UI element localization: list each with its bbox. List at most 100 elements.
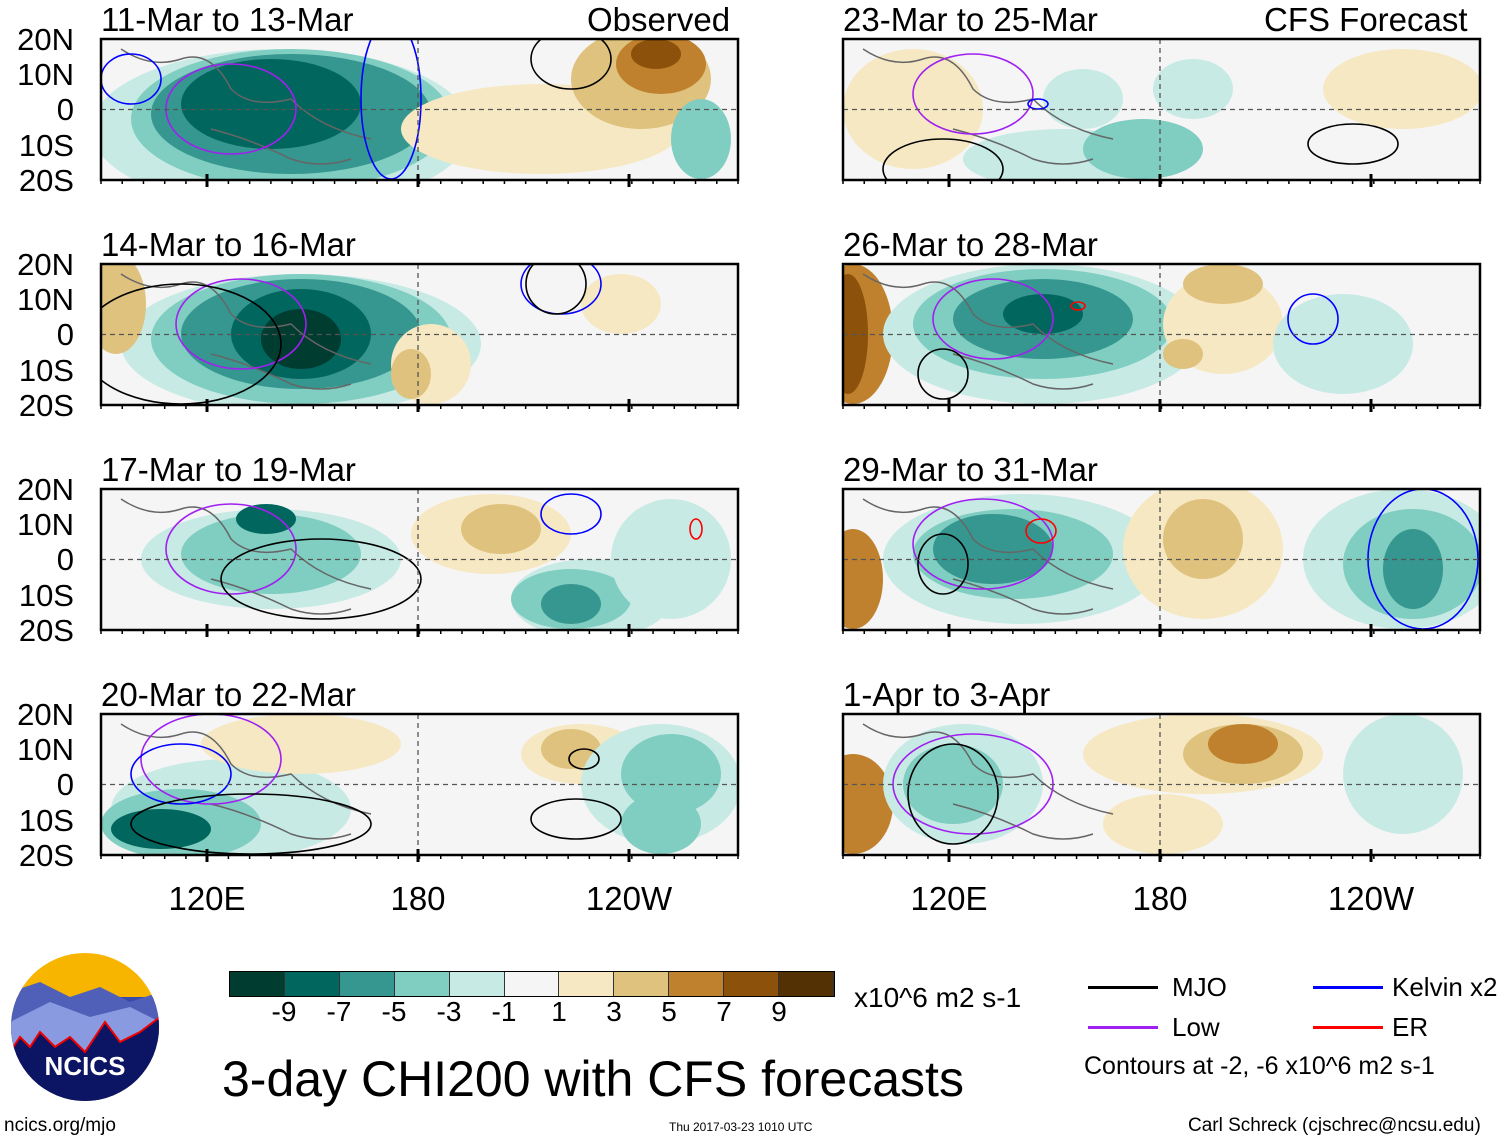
coastline xyxy=(120,273,372,390)
contour-line xyxy=(130,743,232,805)
lon-label-right-120e: 120E xyxy=(910,880,988,917)
lat-label: 20N xyxy=(17,247,74,282)
anomaly-region xyxy=(933,514,1053,584)
lon-label-left-120e: 120E xyxy=(168,880,246,917)
colorbar-label: -9 xyxy=(271,996,297,1027)
anomaly-region xyxy=(1208,724,1278,764)
colorbar-swatch xyxy=(669,972,725,996)
contour-line xyxy=(540,493,602,535)
anomaly-region xyxy=(111,809,211,849)
anomaly-region xyxy=(461,504,541,554)
anomaly-region xyxy=(631,39,681,69)
contour-line xyxy=(912,53,1034,135)
colorbar-swatch xyxy=(284,972,340,996)
lat-label: 20S xyxy=(18,387,74,423)
colorbar-swatch xyxy=(559,972,615,996)
contour-line xyxy=(1307,123,1399,165)
legend-label-kelvin: Kelvin x2 xyxy=(1392,972,1498,1002)
panel-title: 26-Mar to 28-Mar xyxy=(843,226,1098,263)
contour-line xyxy=(140,714,282,805)
anomaly-region xyxy=(391,349,431,399)
contour-line xyxy=(101,53,162,105)
lon-label-right-120w: 120W xyxy=(1327,880,1415,917)
contour-line xyxy=(530,39,612,90)
lon-label-left-180: 180 xyxy=(390,880,446,917)
map-panel xyxy=(99,487,740,637)
lat-label: 10S xyxy=(18,802,74,838)
anomaly-region xyxy=(1323,49,1480,129)
footer-timestamp: Thu 2017-03-23 1010 UTC xyxy=(669,1120,813,1134)
contour-line xyxy=(1027,98,1049,110)
ncics-logo: NCICS xyxy=(11,953,159,1101)
colorbar-label: -3 xyxy=(436,996,462,1027)
footer-author: Carl Schreck (cjschrec@ncsu.edu) xyxy=(1188,1115,1481,1136)
lat-label: 10S xyxy=(18,352,74,388)
anomaly-region xyxy=(1153,59,1233,119)
panel-title: 11-Mar to 13-Mar xyxy=(101,1,354,38)
panel-title: 23-Mar to 25-Mar xyxy=(843,1,1098,38)
legend-label-er: ER xyxy=(1392,1012,1429,1042)
colorbar-label: 1 xyxy=(551,996,567,1027)
panel-title: 20-Mar to 22-Mar xyxy=(101,676,356,713)
anomaly-region xyxy=(843,754,893,854)
anomaly-region xyxy=(1343,714,1463,834)
map-panel xyxy=(841,712,1482,862)
anomaly-region xyxy=(671,99,731,179)
lat-label: 10S xyxy=(18,577,74,613)
anomaly-region xyxy=(181,59,361,149)
contour-line xyxy=(568,748,600,770)
colorbar-label: 3 xyxy=(606,996,622,1027)
anomaly-region xyxy=(1163,499,1243,579)
legend-label-mjo: MJO xyxy=(1172,972,1227,1002)
contour-line xyxy=(1287,293,1339,345)
contour-note: Contours at -2, -6 x10^6 m2 s-1 xyxy=(1084,1052,1435,1080)
colorbar-swatch xyxy=(779,972,834,996)
figure-title: 3-day CHI200 with CFS forecasts xyxy=(222,1051,964,1107)
colorbar xyxy=(229,971,835,997)
map-panel xyxy=(841,487,1482,637)
lat-label: 0 xyxy=(56,317,74,353)
map-panel xyxy=(841,37,1482,187)
contour-line xyxy=(1070,301,1086,311)
coastline xyxy=(120,498,372,615)
anomaly-region xyxy=(1163,339,1203,369)
anomaly-region xyxy=(1043,69,1123,129)
anomaly-region xyxy=(1003,294,1083,334)
footer-url[interactable]: ncics.org/mjo xyxy=(4,1115,116,1136)
colorbar-swatch xyxy=(339,972,395,996)
lat-label: 20N xyxy=(17,697,74,732)
forecast-tag: CFS Forecast xyxy=(1264,1,1468,38)
anomaly-region xyxy=(1273,294,1413,394)
colorbar-swatch xyxy=(449,972,505,996)
colorbar-swatch xyxy=(614,972,670,996)
map-panel xyxy=(99,37,740,187)
anomaly-region xyxy=(541,729,601,769)
legend-line-er xyxy=(1313,1026,1383,1029)
contour-line xyxy=(907,743,999,845)
colorbar-label: -5 xyxy=(381,996,407,1027)
contour-line xyxy=(175,278,307,370)
contour-line xyxy=(932,278,1054,360)
colorbar-swatch xyxy=(230,972,285,996)
contour-line xyxy=(525,264,587,315)
coastline xyxy=(862,273,1114,390)
lat-label: 0 xyxy=(56,92,74,128)
contour-line xyxy=(530,798,622,840)
contour-line xyxy=(882,138,1004,180)
logo-text: NCICS xyxy=(45,1051,126,1081)
contour-line xyxy=(917,533,969,595)
coastline xyxy=(120,48,372,165)
map-panel xyxy=(841,262,1482,412)
lon-label-left-120w: 120W xyxy=(585,880,673,917)
legend-label-low: Low xyxy=(1172,1012,1220,1042)
anomaly-region xyxy=(621,794,701,854)
colorbar-swatch xyxy=(724,972,780,996)
legend-line-low xyxy=(1088,1026,1158,1029)
legend-line-kelvin xyxy=(1313,986,1383,989)
lat-label: 10N xyxy=(17,507,74,543)
contour-line xyxy=(220,538,422,620)
anomaly-region xyxy=(541,584,601,624)
lat-label: 10N xyxy=(17,732,74,768)
panel-title: 1-Apr to 3-Apr xyxy=(843,676,1051,713)
